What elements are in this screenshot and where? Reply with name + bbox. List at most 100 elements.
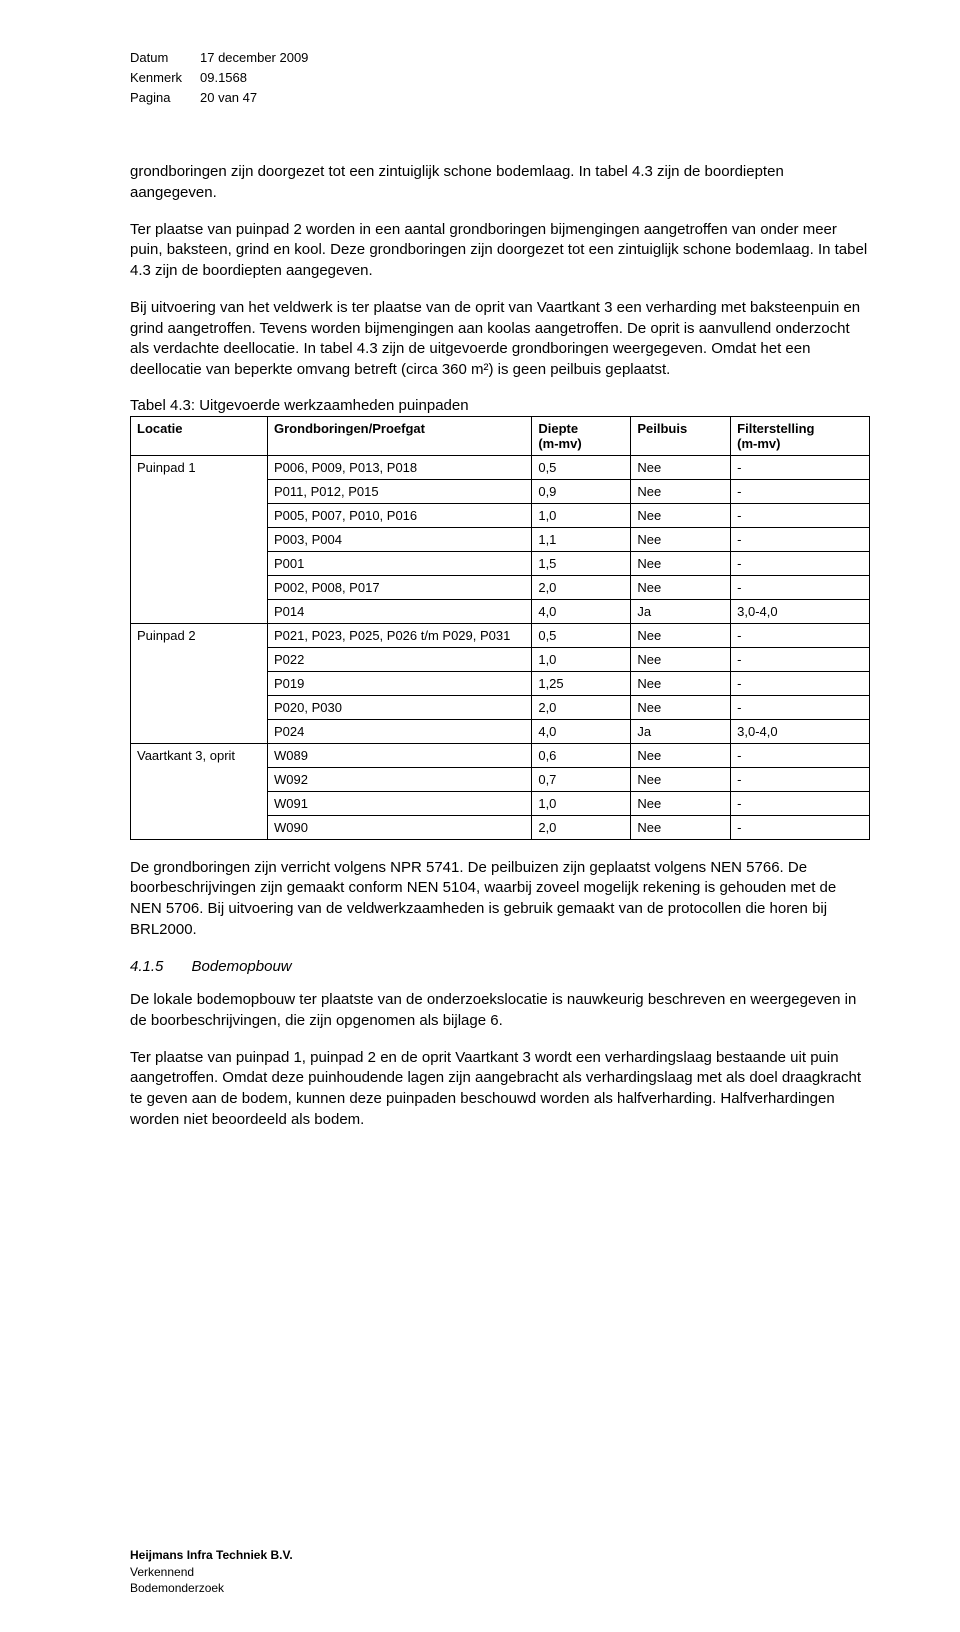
- cell-boring: W089: [268, 743, 532, 767]
- cell-peilbuis: Nee: [631, 455, 731, 479]
- cell-boring: P001: [268, 551, 532, 575]
- cell-peilbuis: Nee: [631, 767, 731, 791]
- cell-diepte: 2,0: [532, 575, 631, 599]
- cell-diepte: 1,5: [532, 551, 631, 575]
- cell-boring: P024: [268, 719, 532, 743]
- col-filter-label: Filterstelling: [737, 421, 814, 436]
- cell-peilbuis: Nee: [631, 647, 731, 671]
- meta-kenmerk-label: Kenmerk: [130, 68, 200, 88]
- cell-filter: -: [731, 695, 870, 719]
- page-footer: Heijmans Infra Techniek B.V. Verkennend …: [130, 1547, 293, 1596]
- cell-locatie: Puinpad 1: [131, 455, 268, 623]
- cell-peilbuis: Ja: [631, 599, 731, 623]
- cell-diepte: 4,0: [532, 719, 631, 743]
- section-title: Bodemopbouw: [192, 958, 292, 975]
- meta-datum-value: 17 december 2009: [200, 48, 308, 68]
- paragraph-1: grondboringen zijn doorgezet tot een zin…: [130, 162, 870, 203]
- col-diepte: Diepte (m-mv): [532, 416, 631, 455]
- footer-line2: Bodemonderzoek: [130, 1580, 293, 1596]
- cell-peilbuis: Nee: [631, 479, 731, 503]
- cell-diepte: 0,7: [532, 767, 631, 791]
- paragraph-2: Ter plaatse van puinpad 2 worden in een …: [130, 220, 870, 282]
- cell-filter: -: [731, 479, 870, 503]
- cell-boring: P006, P009, P013, P018: [268, 455, 532, 479]
- cell-filter: -: [731, 743, 870, 767]
- table-caption: Tabel 4.3: Uitgevoerde werkzaamheden pui…: [130, 397, 870, 414]
- cell-peilbuis: Nee: [631, 503, 731, 527]
- cell-boring: W090: [268, 815, 532, 839]
- cell-diepte: 4,0: [532, 599, 631, 623]
- page: Datum 17 december 2009 Kenmerk 09.1568 P…: [0, 0, 960, 1632]
- cell-filter: -: [731, 455, 870, 479]
- cell-filter: -: [731, 503, 870, 527]
- cell-filter: -: [731, 815, 870, 839]
- cell-diepte: 1,25: [532, 671, 631, 695]
- cell-diepte: 0,9: [532, 479, 631, 503]
- meta-kenmerk-value: 09.1568: [200, 68, 247, 88]
- cell-boring: P011, P012, P015: [268, 479, 532, 503]
- cell-filter: 3,0-4,0: [731, 719, 870, 743]
- cell-filter: -: [731, 647, 870, 671]
- cell-diepte: 0,5: [532, 455, 631, 479]
- table-row: Puinpad 1P006, P009, P013, P0180,5Nee-: [131, 455, 870, 479]
- cell-boring: W091: [268, 791, 532, 815]
- cell-filter: -: [731, 551, 870, 575]
- cell-locatie: Vaartkant 3, oprit: [131, 743, 268, 839]
- cell-peilbuis: Nee: [631, 575, 731, 599]
- cell-boring: P005, P007, P010, P016: [268, 503, 532, 527]
- cell-diepte: 2,0: [532, 815, 631, 839]
- footer-line1: Verkennend: [130, 1564, 293, 1580]
- cell-diepte: 2,0: [532, 695, 631, 719]
- col-filter: Filterstelling (m-mv): [731, 416, 870, 455]
- cell-peilbuis: Ja: [631, 719, 731, 743]
- cell-boring: P021, P023, P025, P026 t/m P029, P031: [268, 623, 532, 647]
- cell-filter: -: [731, 623, 870, 647]
- document-meta: Datum 17 december 2009 Kenmerk 09.1568 P…: [130, 48, 870, 108]
- cell-boring: P022: [268, 647, 532, 671]
- paragraph-4: De grondboringen zijn verricht volgens N…: [130, 858, 870, 941]
- col-filter-unit: (m-mv): [737, 436, 780, 451]
- cell-locatie: Puinpad 2: [131, 623, 268, 743]
- cell-boring: W092: [268, 767, 532, 791]
- cell-filter: 3,0-4,0: [731, 599, 870, 623]
- meta-pagina-value: 20 van 47: [200, 88, 257, 108]
- cell-diepte: 1,0: [532, 791, 631, 815]
- col-diepte-label: Diepte: [538, 421, 578, 436]
- section-number: 4.1.5: [130, 958, 163, 975]
- cell-boring: P002, P008, P017: [268, 575, 532, 599]
- cell-filter: -: [731, 527, 870, 551]
- col-locatie: Locatie: [131, 416, 268, 455]
- paragraph-5: De lokale bodemopbouw ter plaatste van d…: [130, 990, 870, 1031]
- cell-boring: P019: [268, 671, 532, 695]
- cell-peilbuis: Nee: [631, 743, 731, 767]
- cell-peilbuis: Nee: [631, 791, 731, 815]
- paragraph-6: Ter plaatse van puinpad 1, puinpad 2 en …: [130, 1048, 870, 1131]
- cell-filter: -: [731, 791, 870, 815]
- cell-peilbuis: Nee: [631, 671, 731, 695]
- cell-peilbuis: Nee: [631, 551, 731, 575]
- boringen-table: Locatie Grondboringen/Proefgat Diepte (m…: [130, 416, 870, 840]
- cell-peilbuis: Nee: [631, 527, 731, 551]
- cell-boring: P014: [268, 599, 532, 623]
- cell-diepte: 0,5: [532, 623, 631, 647]
- cell-diepte: 1,0: [532, 647, 631, 671]
- meta-datum-label: Datum: [130, 48, 200, 68]
- cell-boring: P003, P004: [268, 527, 532, 551]
- col-peilbuis: Peilbuis: [631, 416, 731, 455]
- col-diepte-unit: (m-mv): [538, 436, 581, 451]
- footer-company: Heijmans Infra Techniek B.V.: [130, 1547, 293, 1563]
- cell-filter: -: [731, 671, 870, 695]
- section-heading: 4.1.5 Bodemopbouw: [130, 958, 870, 975]
- cell-diepte: 1,1: [532, 527, 631, 551]
- table-header-row: Locatie Grondboringen/Proefgat Diepte (m…: [131, 416, 870, 455]
- cell-diepte: 1,0: [532, 503, 631, 527]
- cell-peilbuis: Nee: [631, 815, 731, 839]
- cell-diepte: 0,6: [532, 743, 631, 767]
- paragraph-3: Bij uitvoering van het veldwerk is ter p…: [130, 298, 870, 381]
- table-row: Vaartkant 3, opritW0890,6Nee-: [131, 743, 870, 767]
- col-boringen: Grondboringen/Proefgat: [268, 416, 532, 455]
- cell-peilbuis: Nee: [631, 695, 731, 719]
- table-row: Puinpad 2P021, P023, P025, P026 t/m P029…: [131, 623, 870, 647]
- cell-filter: -: [731, 575, 870, 599]
- cell-filter: -: [731, 767, 870, 791]
